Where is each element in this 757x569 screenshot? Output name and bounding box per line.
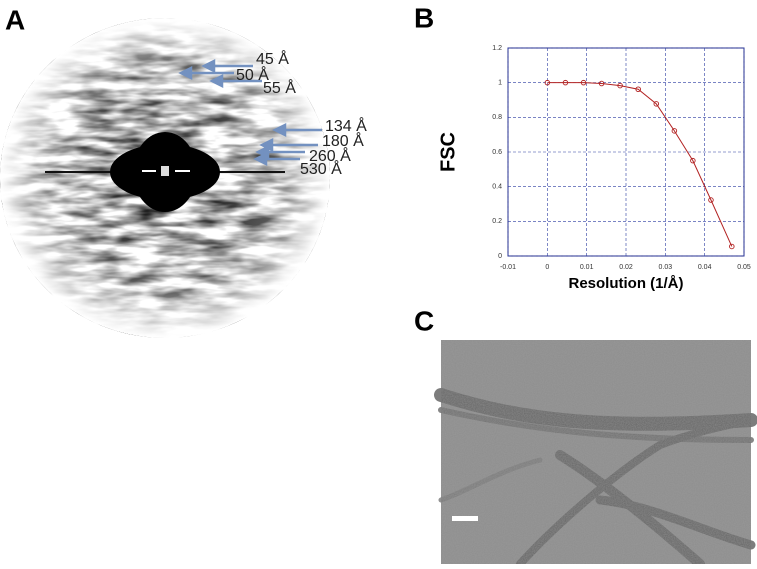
data-point xyxy=(635,86,641,93)
annotation: 50 Å xyxy=(236,65,269,84)
x-tick-label: 0.05 xyxy=(737,264,751,271)
annotation: 45 Å xyxy=(256,49,289,68)
y-tick-label: 0.8 xyxy=(492,114,502,121)
data-point xyxy=(671,128,678,134)
fsc-chart: 0 0.2 0.4 0.6 0.8 1 1.2 -0.01 0 0.01 0.02 0.03 0.04 0… xyxy=(492,45,751,271)
micrograph xyxy=(434,340,757,569)
x-tick-label: 0.04 xyxy=(698,264,712,271)
data-point xyxy=(580,79,587,86)
panel-label: A xyxy=(5,4,25,35)
data-point xyxy=(653,101,660,107)
data-point xyxy=(690,157,696,164)
annotation: 260 Å xyxy=(309,146,351,165)
annotation: 134 Å xyxy=(325,116,367,135)
data-point xyxy=(598,80,605,87)
y-tick-label: 0.6 xyxy=(492,149,502,156)
data-point xyxy=(708,197,714,203)
data-point xyxy=(729,243,735,250)
y-tick-label: 1.2 xyxy=(492,45,502,52)
y-tick-label: 0.2 xyxy=(492,218,502,225)
annotation: 55 Å xyxy=(263,78,296,97)
data-point xyxy=(544,79,551,86)
annotation: 180 Å xyxy=(322,131,364,150)
x-tick-label: 0.02 xyxy=(619,264,633,271)
annotation: 530 Å xyxy=(300,159,342,178)
x-tick-label: 0.03 xyxy=(659,264,673,271)
fsc-line xyxy=(547,82,733,247)
diffraction-pattern xyxy=(0,18,330,338)
y-tick-label: 1 xyxy=(498,80,502,87)
x-tick-label: 0.01 xyxy=(580,264,594,271)
x-tick-label: 0 xyxy=(545,264,549,271)
x-axis-label: Resolution (1/Å) xyxy=(569,275,684,292)
y-axis-label: FSC xyxy=(437,132,459,172)
y-tick-label: 0 xyxy=(498,253,502,260)
data-point xyxy=(617,82,623,89)
x-tick-label: -0.01 xyxy=(500,264,516,271)
data-point xyxy=(562,79,569,86)
arrows xyxy=(178,58,322,167)
panel-label: B xyxy=(414,2,434,33)
y-tick-label: 0.4 xyxy=(492,184,502,191)
panel-label: C xyxy=(414,305,434,336)
